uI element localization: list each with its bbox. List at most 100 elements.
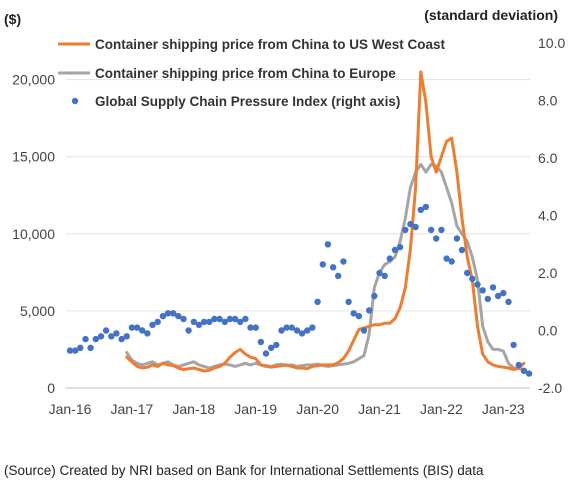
gscpi-point: [515, 361, 522, 369]
y-right-tick-label: 6.0: [538, 150, 558, 166]
gscpi-point: [464, 269, 471, 277]
gscpi-point: [350, 310, 357, 317]
gscpi-point: [154, 318, 161, 326]
x-tick-label: Jan-22: [420, 401, 463, 417]
y-right-tick-label: 2.0: [538, 265, 558, 281]
gscpi-point: [195, 321, 203, 328]
legend-label-us: Container shipping price from China to U…: [95, 37, 446, 52]
gscpi-point: [102, 327, 110, 334]
gscpi-point: [469, 275, 476, 282]
series-line-us-west-coast: [125, 70, 526, 373]
gscpi-point: [448, 258, 455, 265]
gscpi-point: [520, 367, 528, 374]
gscpi-point: [500, 289, 507, 297]
x-tick-label: Jan-21: [358, 401, 401, 417]
gscpi-point: [386, 255, 393, 262]
gscpi-point: [180, 315, 187, 323]
gscpi-point: [262, 350, 270, 357]
x-tick-label: Jan-18: [172, 401, 215, 417]
y-right-tick-label: 10.0: [538, 35, 565, 51]
gscpi-point: [329, 264, 337, 271]
gscpi-point: [360, 327, 368, 334]
gscpi-point: [345, 298, 352, 305]
gscpi-point: [216, 315, 223, 323]
x-tick-label: Jan-17: [110, 401, 153, 417]
y-right-tick-label: 4.0: [538, 208, 558, 224]
x-tick-label: Jan-23: [482, 401, 525, 417]
gscpi-point: [458, 246, 466, 254]
gscpi-point: [175, 312, 182, 320]
gscpi-point: [164, 310, 172, 317]
gscpi-point: [371, 292, 378, 300]
gscpi-point: [247, 324, 254, 331]
y-left-tick-label: 20,000: [12, 72, 55, 88]
gscpi-point: [283, 324, 290, 331]
gscpi-point: [226, 315, 234, 323]
gscpi-point: [391, 246, 399, 254]
gscpi-point: [200, 318, 208, 326]
y-right-ticks: -2.0 0.0 2.0 4.0 6.0 8.0 10.0: [538, 35, 565, 396]
legend: Container shipping price from China to U…: [58, 37, 446, 109]
x-tick-label: Jan-16: [49, 401, 92, 417]
gscpi-point: [108, 333, 115, 340]
gscpi-point: [242, 315, 249, 323]
gscpi-point: [489, 284, 497, 291]
gscpi-point: [123, 333, 130, 340]
gscpi-point: [278, 327, 285, 334]
gscpi-point: [417, 206, 424, 213]
gscpi-point: [66, 347, 74, 354]
gscpi-point: [366, 307, 373, 314]
gscpi-point: [190, 318, 197, 326]
gscpi-point: [484, 295, 491, 303]
gscpi-point: [525, 370, 533, 377]
gscpi-point: [87, 344, 94, 351]
gscpi-point: [396, 243, 404, 251]
x-tick-label: Jan-20: [296, 401, 339, 417]
gscpi-point: [474, 281, 481, 288]
gscpi-point: [381, 272, 388, 280]
gscpi-point: [82, 335, 89, 343]
gscpi-point: [298, 330, 306, 337]
legend-item-us: Container shipping price from China to U…: [58, 37, 446, 52]
gscpi-point: [149, 321, 156, 328]
gscpi-point: [314, 298, 321, 305]
gscpi-point: [510, 341, 517, 349]
y-right-tick-label: -2.0: [538, 380, 562, 396]
y-left-tick-label: 0: [47, 380, 55, 396]
y-left-tick-label: 15,000: [12, 149, 55, 165]
series-layer: [66, 70, 533, 377]
gscpi-point: [257, 338, 265, 346]
y-left-tick-label: 5,000: [20, 303, 55, 319]
series-line-europe: [125, 162, 526, 371]
y-left-tick-label: 10,000: [12, 226, 55, 242]
x-tick-label: Jan-19: [234, 401, 277, 417]
gscpi-point: [376, 269, 383, 277]
gscpi-point: [221, 318, 228, 326]
gscpi-point: [494, 292, 502, 300]
y-left-unit: ($): [4, 11, 21, 27]
gscpi-point: [433, 235, 440, 242]
gscpi-point: [144, 330, 151, 337]
gscpi-point: [402, 226, 409, 234]
gscpi-point: [133, 324, 141, 331]
gscpi-point: [443, 255, 450, 262]
gscpi-point: [412, 223, 419, 231]
gscpi-point: [355, 312, 363, 320]
gscpi-point: [170, 310, 177, 317]
y-right-tick-label: 8.0: [538, 93, 558, 109]
gscpi-point: [159, 312, 167, 320]
gscpi-point: [128, 324, 136, 331]
gscpi-point: [505, 298, 512, 305]
gscpi-point: [319, 261, 326, 268]
gscpi-point: [97, 333, 105, 340]
gscpi-point: [293, 327, 301, 334]
legend-item-gscpi: Global Supply Chain Pressure Index (righ…: [71, 94, 400, 109]
gscpi-point: [340, 258, 347, 265]
gscpi-point: [324, 241, 332, 248]
gscpi-point: [453, 235, 461, 242]
gscpi-point: [211, 315, 218, 323]
legend-label-gscpi: Global Supply Chain Pressure Index (righ…: [95, 94, 400, 109]
gscpi-point: [113, 330, 120, 337]
gscpi-point: [438, 226, 445, 234]
